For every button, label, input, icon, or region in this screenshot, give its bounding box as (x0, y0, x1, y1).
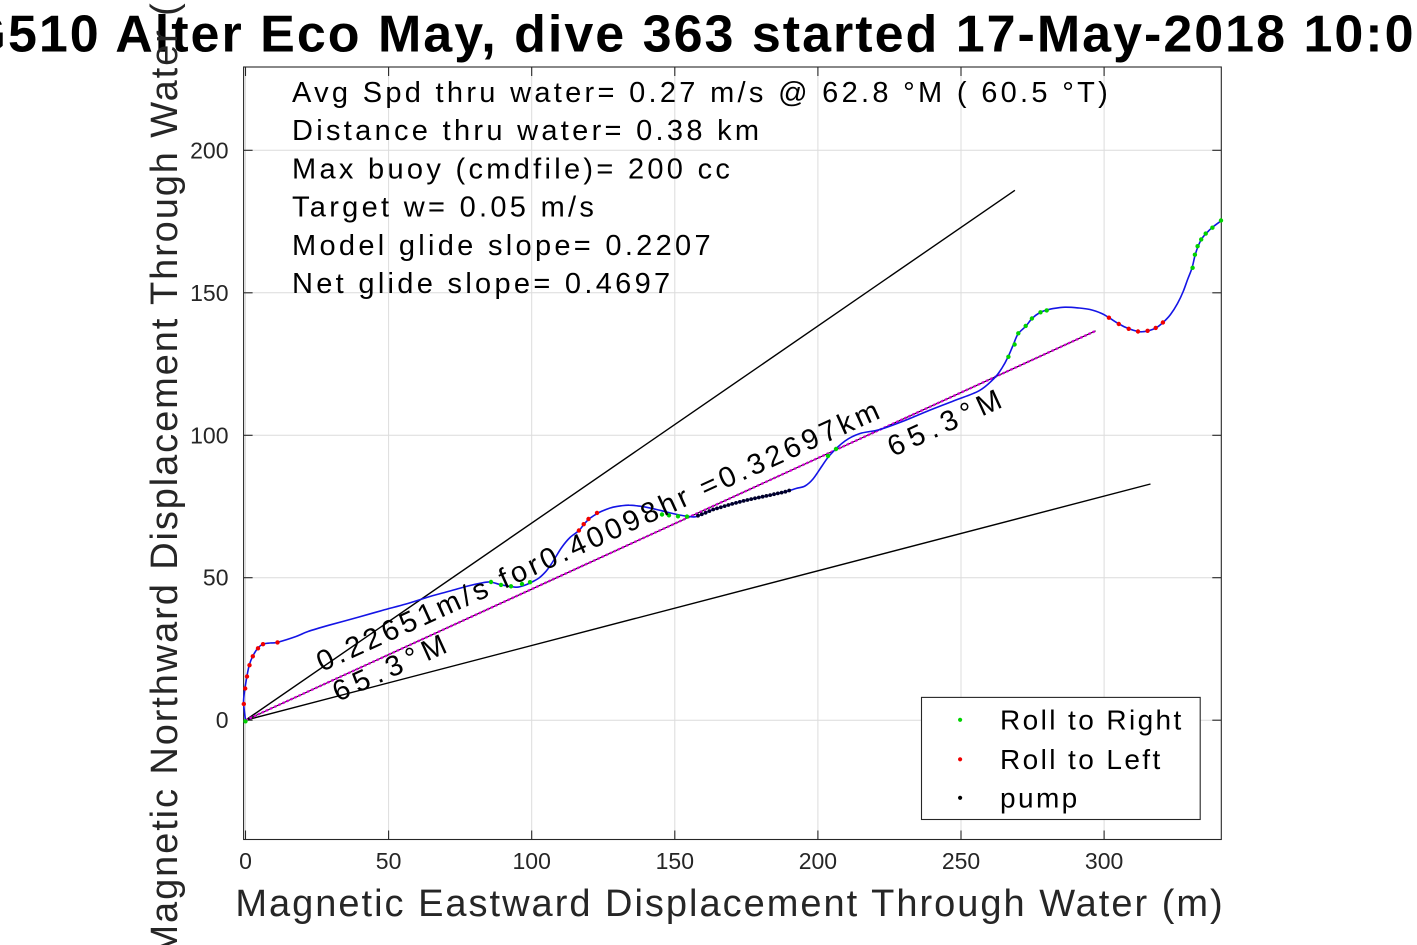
svg-text:Magnetic Northward Displacemen: Magnetic Northward Displacement Through … (144, 0, 186, 945)
svg-text:300: 300 (1085, 848, 1123, 874)
svg-text:Avg Spd thru water= 0.27 m/s: Avg Spd thru water= 0.27 m/s @ 62.8 °M (… (292, 77, 1111, 109)
svg-text:200: 200 (190, 137, 228, 163)
svg-text:0: 0 (216, 707, 229, 733)
svg-text:Distance thru water= 0.38 km: Distance thru water= 0.38 km (292, 115, 762, 147)
svg-text:Net glide slope= 0.4697: Net glide slope= 0.4697 (292, 268, 673, 300)
svg-text:Target w= 0.05 m/s: Target w= 0.05 m/s (292, 192, 597, 224)
svg-text:250: 250 (942, 848, 980, 874)
svg-text:Model glide slope= 0.2207: Model glide slope= 0.2207 (292, 230, 714, 262)
svg-text:Magnetic Eastward Displacement: Magnetic Eastward Displacement Through W… (235, 883, 1224, 925)
svg-text:G510 Alter Eco May, dive 363 s: G510 Alter Eco May, dive 363 started 17-… (0, 6, 1417, 64)
svg-text:Max buoy (cmdfile)= 200 cc: Max buoy (cmdfile)= 200 cc (292, 153, 733, 185)
svg-text:Roll to Left: Roll to Left (1000, 744, 1163, 775)
svg-text:100: 100 (190, 422, 228, 448)
svg-text:50: 50 (203, 565, 229, 591)
svg-text:150: 150 (190, 280, 228, 306)
svg-text:pump: pump (1000, 783, 1080, 814)
svg-text:50: 50 (376, 848, 402, 874)
svg-text:0: 0 (239, 848, 252, 874)
svg-text:150: 150 (656, 848, 694, 874)
svg-text:Roll to Right: Roll to Right (1000, 705, 1184, 736)
svg-text:200: 200 (799, 848, 837, 874)
svg-text:100: 100 (513, 848, 551, 874)
